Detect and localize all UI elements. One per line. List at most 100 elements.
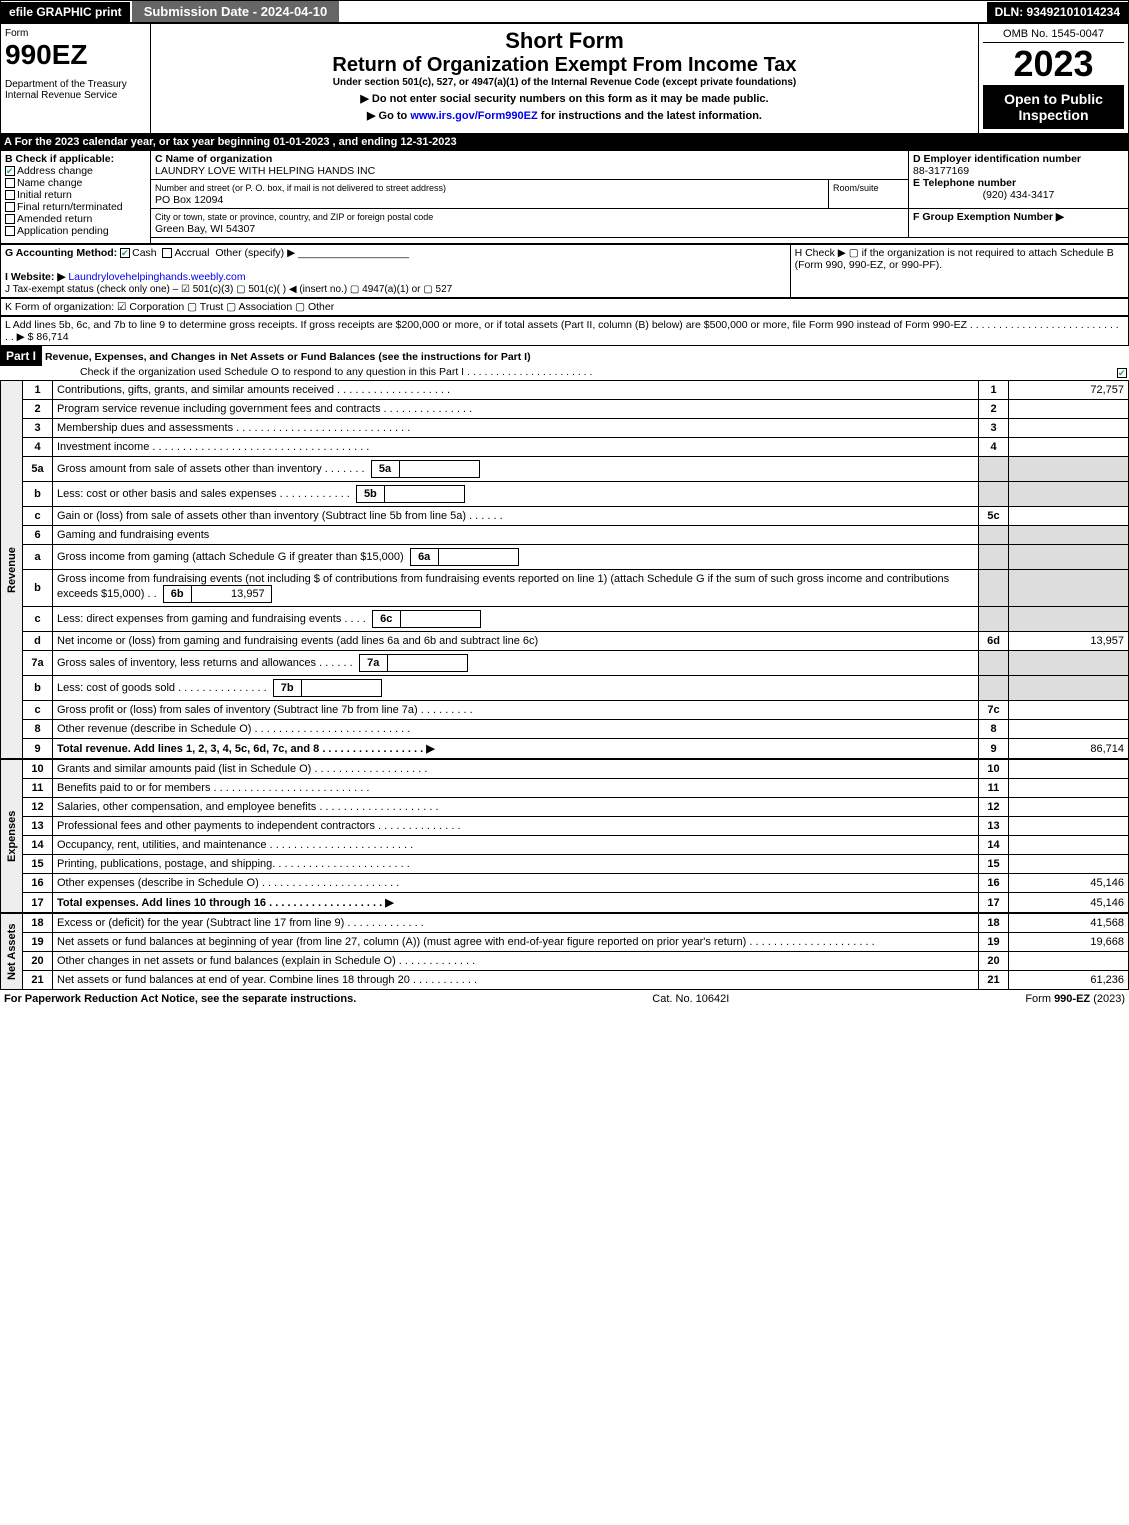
line-desc: Other changes in net assets or fund bala… [53,952,979,971]
subtitle: Under section 501(c), 527, or 4947(a)(1)… [155,77,974,88]
line-amt [1009,836,1129,855]
line-ref: 10 [979,760,1009,779]
line-num: 20 [23,952,53,971]
footer-right: Form 990-EZ (2023) [1025,993,1125,1005]
line-ref: 13 [979,817,1009,836]
part1-label: Part I [0,346,42,366]
line-desc: Program service revenue including govern… [53,400,979,419]
chk-pending[interactable] [5,226,15,236]
sub-amt [438,549,518,566]
line-amt: 41,568 [1009,914,1129,933]
box-f-label: F Group Exemption Number ▶ [913,211,1064,223]
chk-name-change[interactable] [5,178,15,188]
line-amt [1009,400,1129,419]
line-desc: Net income or (loss) from gaming and fun… [53,632,979,651]
sub-amt [399,461,479,478]
line-ref: 6d [979,632,1009,651]
line-amt-gray [1009,570,1129,607]
line-ref: 17 [979,893,1009,913]
line-num: 17 [23,893,53,913]
website-link[interactable]: Laundrylovehelpinghands.weebly.com [68,271,245,283]
row-g-label: G Accounting Method: [5,247,117,259]
dln-label: DLN: 93492101014234 [987,2,1128,22]
line-num: 18 [23,914,53,933]
efile-label[interactable]: efile GRAPHIC print [1,2,130,22]
line-ref: 11 [979,779,1009,798]
line-amt-gray [1009,457,1129,482]
line-amt: 13,957 [1009,632,1129,651]
line-num: 5a [23,457,53,482]
room-label: Room/suite [833,183,879,193]
line-amt [1009,817,1129,836]
irs-link[interactable]: www.irs.gov/Form990EZ [410,110,537,122]
part1-title: Revenue, Expenses, and Changes in Net As… [45,351,531,363]
header-block: Form 990EZ Department of the Treasury In… [0,23,1129,134]
side-label: Revenue [1,381,23,759]
line-num: 7a [23,651,53,676]
chk-address-change[interactable] [5,166,15,176]
line-desc: Professional fees and other payments to … [53,817,979,836]
chk-part1-schedo[interactable] [1117,368,1127,378]
short-form-title: Short Form [155,28,974,54]
line-amt: 45,146 [1009,893,1129,913]
line-num: 21 [23,971,53,990]
line-ref: 12 [979,798,1009,817]
line-amt: 45,146 [1009,874,1129,893]
lbl-final-return: Final return/terminated [17,201,123,213]
line-desc: Other revenue (describe in Schedule O) .… [53,720,979,739]
dept-label: Department of the Treasury [5,79,146,90]
line-desc: Gaming and fundraising events [53,526,979,545]
line-amt [1009,507,1129,526]
line-desc: Gross profit or (loss) from sales of inv… [53,701,979,720]
line-ref-gray [979,570,1009,607]
line-ref-gray [979,526,1009,545]
warn-ssn: ▶ Do not enter social security numbers o… [155,92,974,105]
ein-value: 88-3177169 [913,165,969,177]
line-desc: Gross income from gaming (attach Schedul… [53,545,979,570]
line-desc: Net assets or fund balances at end of ye… [53,971,979,990]
line-desc: Salaries, other compensation, and employ… [53,798,979,817]
form-word: Form [5,28,146,39]
lbl-name-change: Name change [17,177,82,189]
line-ref: 8 [979,720,1009,739]
lbl-address-change: Address change [17,165,93,177]
line-amt [1009,419,1129,438]
form-number: 990EZ [5,39,146,71]
line-desc: Other expenses (describe in Schedule O) … [53,874,979,893]
line-num: 15 [23,855,53,874]
line-desc: Net assets or fund balances at beginning… [53,933,979,952]
line-amt: 19,668 [1009,933,1129,952]
line-ref: 19 [979,933,1009,952]
chk-accrual[interactable] [162,248,172,258]
line-amt-gray [1009,676,1129,701]
line-desc: Gross sales of inventory, less returns a… [53,651,979,676]
line-desc: Benefits paid to or for members . . . . … [53,779,979,798]
lbl-initial-return: Initial return [17,189,72,201]
line-desc: Membership dues and assessments . . . . … [53,419,979,438]
line-amt [1009,438,1129,457]
line-ref-gray [979,545,1009,570]
row-h: H Check ▶ ▢ if the organization is not r… [790,245,1128,298]
line-desc: Gain or (loss) from sale of assets other… [53,507,979,526]
line-ref: 3 [979,419,1009,438]
line-ref: 15 [979,855,1009,874]
line-num: c [23,607,53,632]
line-ref-gray [979,607,1009,632]
lbl-cash: Cash [132,247,157,259]
chk-cash[interactable] [120,248,130,258]
chk-amended[interactable] [5,214,15,224]
footer: For Paperwork Reduction Act Notice, see … [0,990,1129,1008]
lbl-accrual: Accrual [174,247,209,259]
return-title: Return of Organization Exempt From Incom… [155,54,974,77]
tax-year: 2023 [983,43,1124,85]
top-bar: efile GRAPHIC print Submission Date - 20… [0,0,1129,23]
line-num: b [23,676,53,701]
line-desc: Contributions, gifts, grants, and simila… [53,381,979,400]
line-num: c [23,701,53,720]
line-ref: 20 [979,952,1009,971]
line-amt: 72,757 [1009,381,1129,400]
line-ref-gray [979,651,1009,676]
chk-initial-return[interactable] [5,190,15,200]
chk-final-return[interactable] [5,202,15,212]
city-label: City or town, state or province, country… [155,212,433,222]
